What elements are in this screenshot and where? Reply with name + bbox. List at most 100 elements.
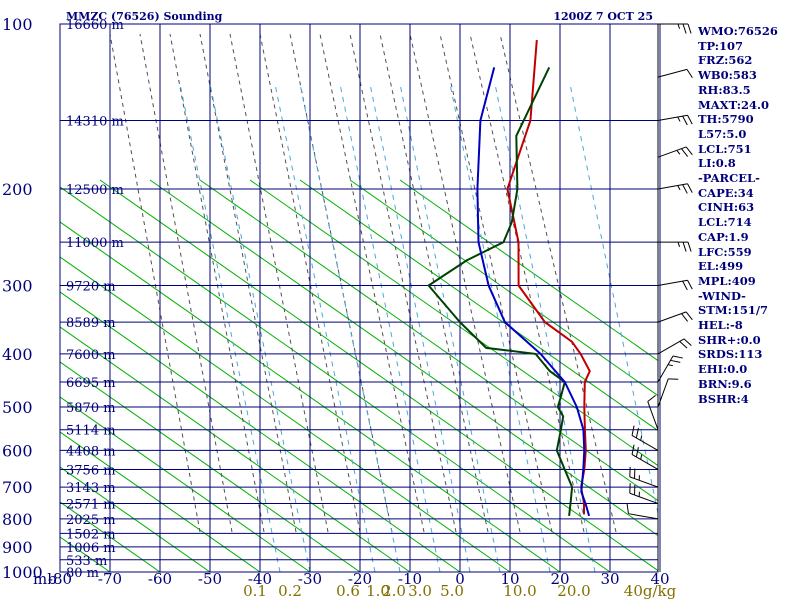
mixing-ratio-line xyxy=(569,83,658,516)
index-line: -PARCEL- xyxy=(698,171,760,186)
pressure-tick-label: 700 xyxy=(2,478,33,497)
temperature-tick-label: 30 xyxy=(600,570,619,588)
height-label: 11000 m xyxy=(66,236,124,251)
wind-barb xyxy=(657,378,679,408)
pressure-tick-label: 500 xyxy=(2,398,33,417)
mixing-ratio-label: 0.2 xyxy=(278,582,302,600)
index-line: LCL:714 xyxy=(698,215,752,230)
index-line: SRDS:113 xyxy=(698,347,763,362)
temperature-tick-label: -10 xyxy=(398,570,422,588)
height-label: 1502 m xyxy=(66,527,116,542)
height-label: 8589 m xyxy=(66,316,116,331)
mixing-ratio-line xyxy=(399,83,501,572)
moist-adiabat-line xyxy=(349,33,457,533)
moist-adiabat-line xyxy=(169,33,265,533)
wind-barb xyxy=(631,425,659,451)
dry-adiabat-line xyxy=(60,221,561,572)
wind-barb xyxy=(657,146,693,158)
dry-adiabat-line xyxy=(60,361,361,572)
height-label: 6695 m xyxy=(66,376,116,391)
mixing-ratio-line xyxy=(209,83,311,572)
index-line: CAPE:34 xyxy=(698,185,754,200)
dry-adiabat-line xyxy=(60,466,211,572)
wind-barb xyxy=(658,23,692,34)
dry-adiabat-line xyxy=(399,179,658,362)
index-line: EL:499 xyxy=(698,259,744,274)
index-line: HEL:-8 xyxy=(698,318,743,333)
temperature-tick-label: -80 xyxy=(48,570,72,588)
height-label: 16660 m xyxy=(66,18,124,33)
index-line: MAXT:24.0 xyxy=(698,97,769,112)
pressure-tick-label: 100 xyxy=(2,15,33,34)
mixing-ratio-label: 3.0 xyxy=(408,582,432,600)
mixing-ratio-line xyxy=(494,83,596,572)
index-line: -WIND- xyxy=(698,288,746,303)
wind-barb xyxy=(657,338,692,355)
index-line: TH:5790 xyxy=(698,112,754,127)
height-label: 2025 m xyxy=(66,513,116,528)
pressure-tick-label: 400 xyxy=(2,345,33,364)
mixing-ratio-label: 40g/kg xyxy=(624,582,677,600)
wind-barb xyxy=(657,183,693,194)
temperature-profile-line xyxy=(506,40,591,515)
mixing-ratio-label: 0.1 xyxy=(243,582,267,600)
index-line: MPL:409 xyxy=(698,273,756,288)
mixing-ratio-line xyxy=(369,83,471,572)
index-line: SHR+:0.0 xyxy=(698,332,761,347)
moist-adiabat-line xyxy=(229,33,329,533)
dry-adiabat-line xyxy=(249,179,658,467)
moist-adiabat-line xyxy=(469,33,585,533)
index-line: EHI:0.0 xyxy=(698,362,748,377)
index-line: BSHR:4 xyxy=(698,391,749,406)
pressure-tick-label: 300 xyxy=(2,276,33,295)
wind-barb xyxy=(657,68,693,79)
mixing-ratio-line xyxy=(339,83,441,572)
moist-adiabat-line xyxy=(319,33,425,533)
height-label: 12500 m xyxy=(66,183,124,198)
moist-adiabat-line xyxy=(379,33,489,533)
height-label: 5114 m xyxy=(66,424,116,439)
temperature-tick-label: 20 xyxy=(550,570,569,588)
mixing-ratio-line xyxy=(449,83,551,572)
mixing-ratio-label: 2.0 xyxy=(382,582,406,600)
dry-adiabat-line xyxy=(60,291,461,572)
height-label: 4408 m xyxy=(66,444,116,459)
dry-adiabat-line xyxy=(60,326,411,572)
pressure-tick-label: 900 xyxy=(2,538,33,557)
wind-barb xyxy=(629,483,659,505)
moist-adiabat-line xyxy=(109,33,201,533)
temperature-tick-label: -20 xyxy=(348,570,372,588)
moist-adiabat-line xyxy=(409,33,521,533)
temperature-tick-label: -70 xyxy=(98,570,122,588)
temperature-tick-label: 10 xyxy=(500,570,519,588)
index-line: LFC:559 xyxy=(698,244,752,259)
dry-adiabat-line xyxy=(99,179,658,572)
pressure-tick-label: 200 xyxy=(2,180,33,199)
chart-title: MMZC (76526) Sounding xyxy=(66,10,223,23)
indices-panel: WMO:76526 TP:107 FRZ:562 WB0:583 RH:83.5 MAXT… xyxy=(698,24,798,406)
moist-adiabat-line xyxy=(499,33,617,533)
height-label: 3143 m xyxy=(66,481,116,496)
index-line: BRN:9.6 xyxy=(698,376,752,391)
temperature-tick-label: 40 xyxy=(650,570,669,588)
dewpoint-profile-line xyxy=(427,66,574,517)
dry-adiabat-line xyxy=(60,396,311,572)
mixing-ratio-line xyxy=(299,83,401,572)
temperature-tick-label: -60 xyxy=(148,570,172,588)
height-label: 80 m xyxy=(66,566,99,581)
background-lines xyxy=(60,33,658,572)
wind-barbs xyxy=(626,23,693,572)
wind-barb xyxy=(626,503,659,520)
height-label: 7600 m xyxy=(66,348,116,363)
mixing-ratio-line xyxy=(179,83,281,572)
mixing-ratio-label: 1.0 xyxy=(366,582,390,600)
index-line: LCL:751 xyxy=(698,141,752,156)
index-line: WB0:583 xyxy=(698,68,757,83)
height-label: 5870 m xyxy=(66,401,116,416)
dry-adiabat-line xyxy=(60,256,511,572)
height-label: 533 m xyxy=(66,554,107,569)
dry-adiabat-line xyxy=(199,179,658,502)
temperature-tick-label: -30 xyxy=(298,570,322,588)
temperature-tick-label: -40 xyxy=(248,570,272,588)
